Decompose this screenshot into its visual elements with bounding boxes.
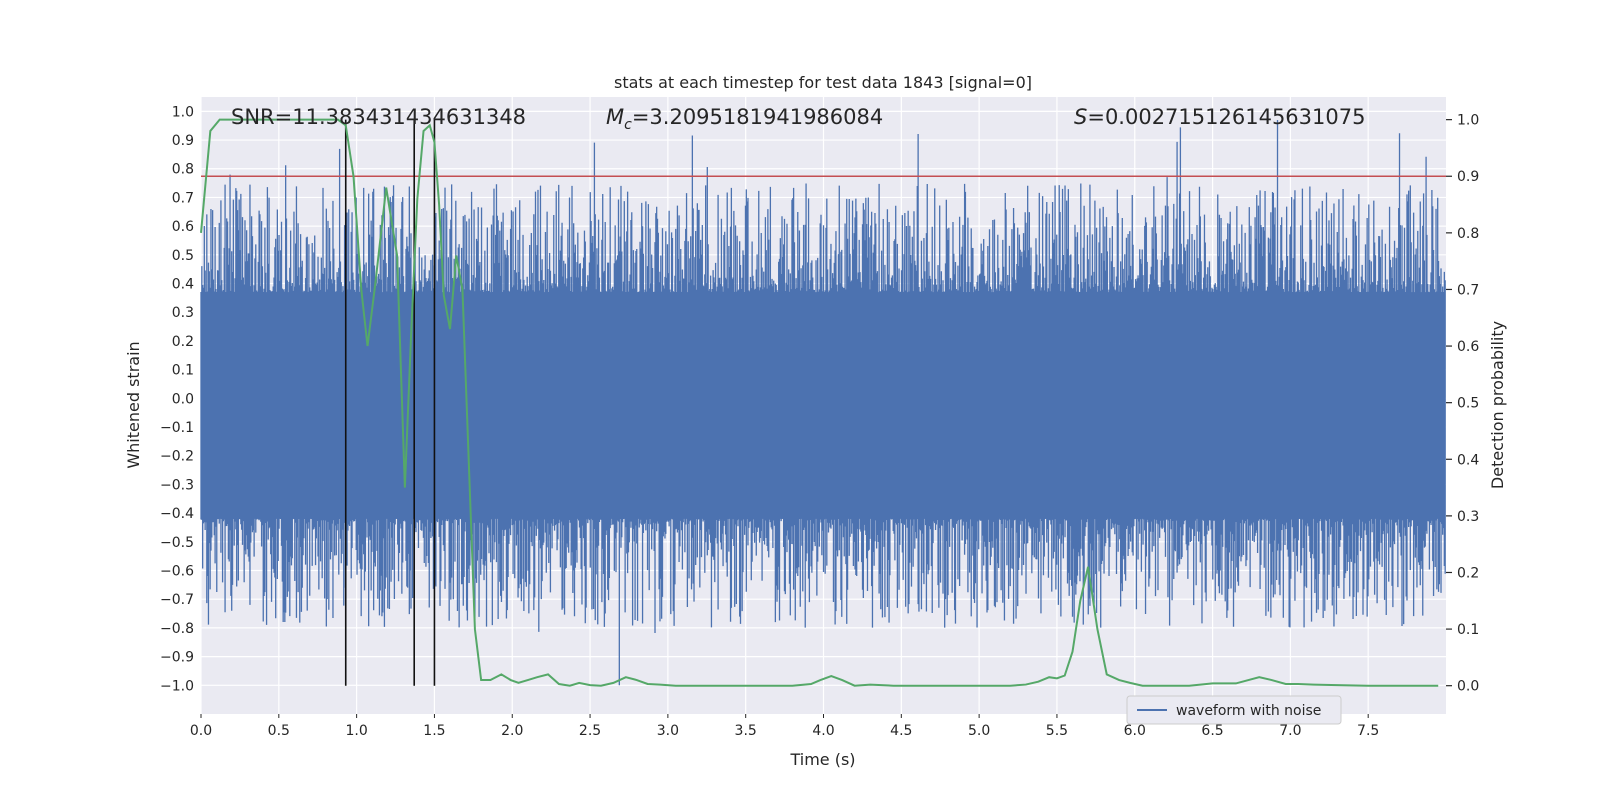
x-tick-label: 3.0: [657, 723, 679, 739]
y-left-tick-label: 0.9: [172, 133, 194, 149]
x-tick-label: 2.5: [579, 723, 601, 739]
y-axis-label-left: Whitened strain: [124, 341, 143, 468]
x-tick-label: 7.0: [1279, 723, 1301, 739]
snr-annotation: SNR=11.383431434631348: [231, 105, 526, 129]
y-right-tick-label: 0.5: [1457, 396, 1479, 412]
y-left-tick-label: −0.6: [160, 564, 194, 580]
y-left-tick-label: 0.7: [172, 190, 194, 206]
x-tick-label: 4.5: [890, 723, 912, 739]
chart-title: stats at each timestep for test data 184…: [614, 73, 1032, 92]
s-value: =0.002715126145631075: [1087, 105, 1365, 129]
legend-box: [1126, 695, 1342, 725]
y-axis-label-right: Detection probability: [1488, 321, 1507, 489]
strain-series: [200, 119, 1446, 686]
x-tick-label: 5.0: [968, 723, 990, 739]
x-tick-label: 7.5: [1357, 723, 1379, 739]
y-right-tick-label: 0.2: [1457, 565, 1479, 581]
s-prefix: S: [1074, 105, 1087, 129]
y-left-tick-label: 0.2: [172, 334, 194, 350]
y-left-tick-label: −0.5: [160, 535, 194, 551]
legend: waveform with noise: [1126, 695, 1342, 725]
y-left-tick-label: −0.1: [160, 420, 194, 436]
x-tick-label: 6.0: [1124, 723, 1146, 739]
x-tick-label: 6.5: [1201, 723, 1223, 739]
mc-prefix: M: [606, 105, 624, 129]
y-right-tick-label: 1.0: [1457, 113, 1479, 129]
y-left-tick-label: −0.2: [160, 449, 194, 465]
y-left-tick-label: −0.9: [160, 650, 194, 666]
mc-value: =3.2095181941986084: [632, 105, 883, 129]
y-left-tick-label: 0.5: [172, 248, 194, 264]
x-tick-label: 1.0: [345, 723, 367, 739]
y-right-tick-label: 0.0: [1457, 679, 1479, 695]
x-tick-label: 3.5: [735, 723, 757, 739]
y-left-tick-label: 1.0: [172, 104, 194, 120]
y-left-tick-label: 0.6: [172, 219, 194, 235]
x-tick-label: 1.5: [423, 723, 445, 739]
y-right-tick-label: 0.7: [1457, 282, 1479, 298]
x-axis-label: Time (s): [789, 750, 855, 769]
y-left-tick-label: 0.3: [172, 305, 194, 321]
y-left-tick-label: −0.4: [160, 506, 194, 522]
plot-area: [200, 118, 1446, 687]
mc-annotation: Mc=3.2095181941986084: [606, 105, 883, 133]
y-left-tick-label: 0.0: [172, 391, 194, 407]
y-left-tick-label: −0.3: [160, 477, 194, 493]
x-tick-label: 5.5: [1046, 723, 1068, 739]
y-left-tick-label: −1.0: [160, 678, 194, 694]
y-right-tick-label: 0.8: [1457, 226, 1479, 242]
y-right-tick-label: 0.1: [1457, 622, 1479, 638]
y-left-tick-label: 0.4: [172, 277, 194, 293]
x-tick-label: 4.0: [812, 723, 834, 739]
y-left-tick-label: −0.7: [160, 592, 194, 608]
legend-label: waveform with noise: [1176, 703, 1321, 719]
y-left-tick-label: −0.8: [160, 621, 194, 637]
ticks: 0.0 0.5 1.0 1.5 2.0 2.5 3.0 3.5 4.0 4.5 5.0 5.5 6.0 6…: [160, 104, 1479, 739]
y-right-tick-label: 0.6: [1457, 339, 1479, 355]
s-annotation: S=0.002715126145631075: [1074, 105, 1365, 129]
x-tick-label: 0.0: [190, 723, 212, 739]
x-tick-label: 2.0: [501, 723, 523, 739]
y-right-tick-label: 0.9: [1457, 169, 1479, 185]
probability-series: [200, 118, 1439, 687]
y-right-tick-label: 0.4: [1457, 452, 1479, 468]
mc-subscript: c: [624, 117, 632, 133]
x-tick-label: 0.5: [268, 723, 290, 739]
y-left-tick-label: 0.8: [172, 162, 194, 178]
y-right-tick-label: 0.3: [1457, 509, 1479, 525]
y-left-tick-label: 0.1: [172, 363, 194, 379]
